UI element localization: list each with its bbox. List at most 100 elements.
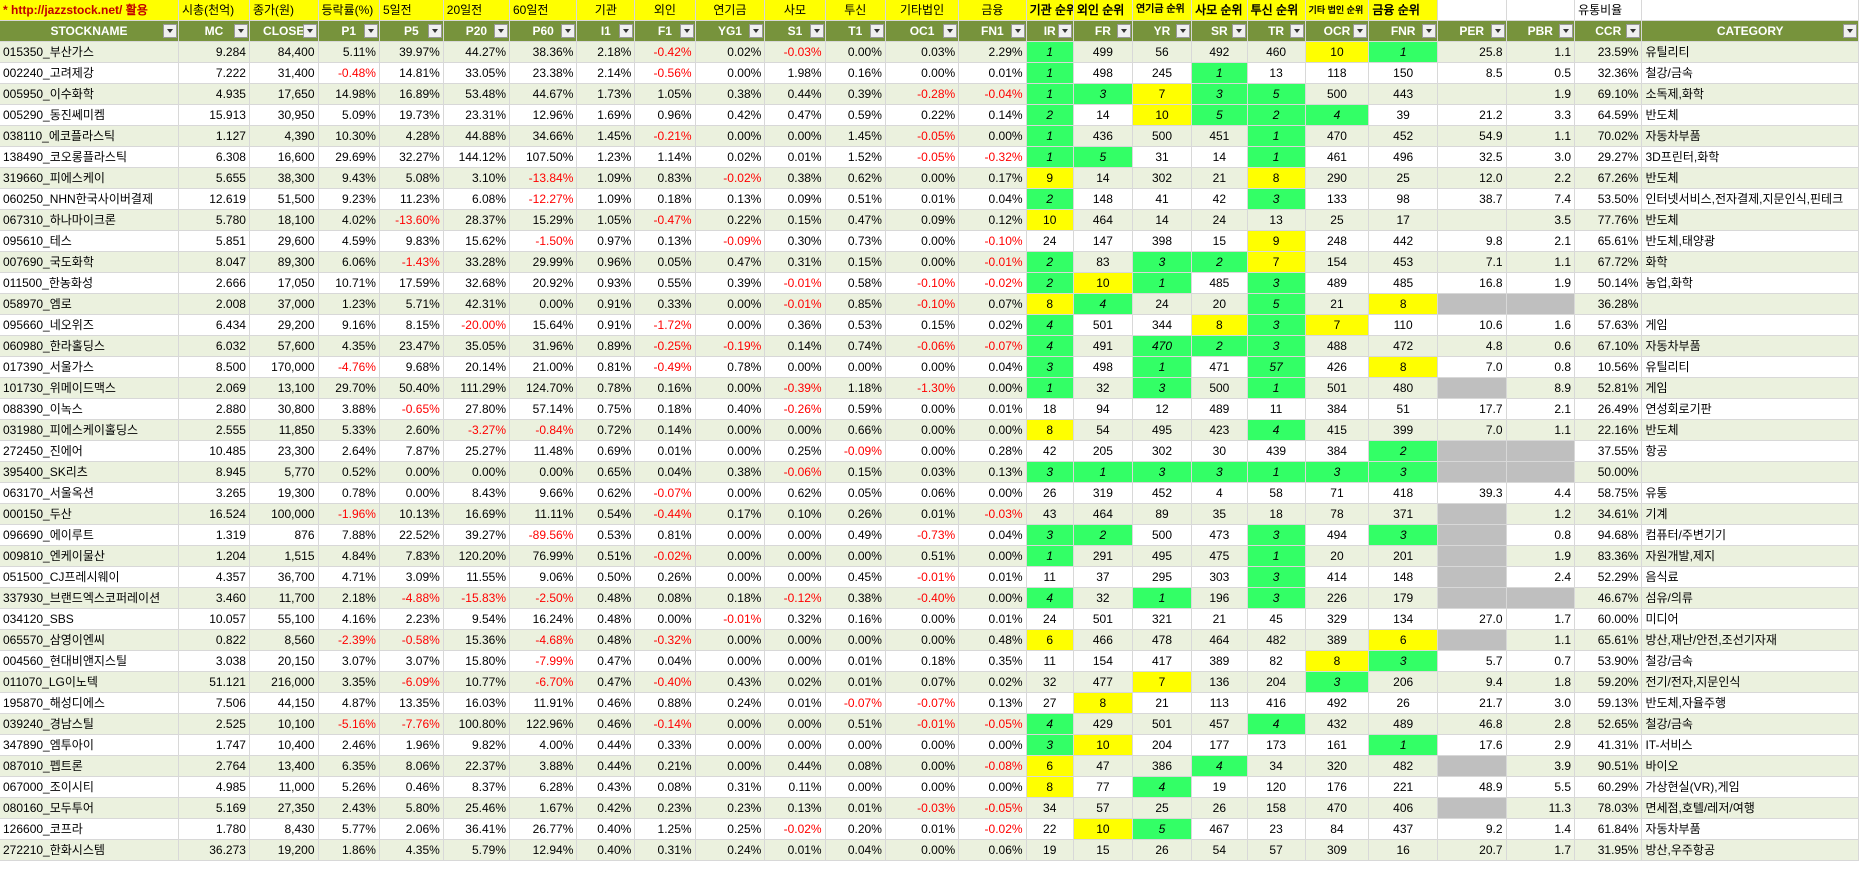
column-header-p1[interactable]: P1 — [318, 20, 380, 43]
table-row[interactable]: 060250_NHN한국사이버결제 12.619 51,500 9.23% 11.23%… — [0, 188, 1859, 211]
filter-dropdown-icon[interactable] — [233, 24, 248, 39]
column-header-ocr[interactable]: OCR — [1305, 20, 1370, 43]
table-row[interactable]: 031980_피에스케이홀딩스 2.555 11,850 5.33% 2.60% -3.2… — [0, 419, 1859, 442]
table-row[interactable]: 088390_이녹스 2.880 30,800 3.88% -0.65% 27.80% 57… — [0, 398, 1859, 421]
table-row[interactable]: 009810_엔케이물산 1.204 1,515 4.84% 7.83% 120.20% 7… — [0, 545, 1859, 568]
column-header-i1[interactable]: I1 — [576, 20, 636, 43]
rank-cell-ir: 8 — [1026, 419, 1074, 442]
table-row[interactable]: 126600_코프라 1.780 8,430 5.77% 2.06% 36.41% 26.7… — [0, 818, 1859, 841]
table-row[interactable]: 063170_서울옥션 3.265 19,300 0.78% 0.00% 8.43% 9.6… — [0, 482, 1859, 505]
column-header-category[interactable]: CATEGORY — [1641, 20, 1859, 43]
table-row[interactable]: 005290_동진쎄미켐 15.913 30,950 5.09% 19.73% 23.31… — [0, 104, 1859, 127]
filter-dropdown-icon[interactable] — [1010, 24, 1025, 39]
table-row[interactable]: 272450_진에어 10.485 23,300 2.64% 7.87% 25.27% 11… — [0, 440, 1859, 463]
filter-dropdown-icon[interactable] — [302, 24, 317, 39]
table-row[interactable]: 011070_LG이노텍 51.121 216,000 3.35% -6.09% 10.7… — [0, 671, 1859, 694]
filter-dropdown-icon[interactable] — [494, 24, 508, 39]
filter-dropdown-icon[interactable] — [1421, 24, 1436, 39]
table-row[interactable]: 011500_한농화성 2.666 17,050 10.71% 17.59% 32.68%… — [0, 272, 1859, 295]
filter-dropdown-icon[interactable] — [1353, 24, 1368, 39]
value-cell-p1: 14.98% — [318, 83, 380, 106]
filter-dropdown-icon[interactable] — [363, 24, 378, 39]
column-header-sr[interactable]: SR — [1191, 20, 1248, 43]
column-header-yr[interactable]: YR — [1132, 20, 1193, 43]
table-row[interactable]: 007690_국도화학 8.047 89,300 6.06% -1.43% 33.28% 2… — [0, 251, 1859, 274]
table-row[interactable]: 058970_엠로 2.008 37,000 1.23% 5.71% 42.31% 0.00… — [0, 293, 1859, 316]
column-header-p5[interactable]: P5 — [379, 20, 444, 43]
table-row[interactable]: 095610_테스 5.851 29,600 4.59% 9.83% 15.62% -1.5… — [0, 230, 1859, 253]
filter-dropdown-icon[interactable] — [1843, 24, 1857, 39]
table-row[interactable]: 067310_하나마이크론 5.780 18,100 4.02% -13.60% 28.3… — [0, 209, 1859, 232]
table-row[interactable]: 096690_에이루트 1.319 876 7.88% 22.52% 39.27% -89.… — [0, 524, 1859, 547]
table-row[interactable]: 051500_CJ프레시웨이 4.357 36,700 4.71% 3.09% 11.55… — [0, 566, 1859, 589]
filter-dropdown-icon[interactable] — [1626, 24, 1641, 39]
column-header-t1[interactable]: T1 — [825, 20, 886, 43]
table-row[interactable]: 017390_서울가스 8.500 170,000 -4.76% 9.68% 20.14%… — [0, 356, 1859, 379]
filter-dropdown-icon[interactable] — [1289, 24, 1304, 39]
column-header-s1[interactable]: S1 — [764, 20, 826, 43]
table-row[interactable]: 004560_현대비앤지스틸 3.038 20,150 3.07% 3.07% 15.80… — [0, 650, 1859, 673]
table-row[interactable]: 015350_부산가스 9.284 84,400 5.11% 39.97% 44.27% 3… — [0, 41, 1859, 64]
filter-dropdown-icon[interactable] — [1559, 24, 1574, 39]
table-row[interactable]: 337930_브랜드엑스코퍼레이션 3.460 11,700 2.18% -4.88% -… — [0, 587, 1859, 610]
table-row[interactable]: 038110_에코플라스틱 1.127 4,390 10.30% 4.28% 44.88%… — [0, 125, 1859, 148]
table-row[interactable]: 087010_펩트론 2.764 13,400 6.35% 8.06% 22.37% 3.8… — [0, 755, 1859, 778]
column-header-ccr[interactable]: CCR — [1574, 20, 1643, 43]
table-row[interactable]: 138490_코오롱플라스틱 6.308 16,600 29.69% 32.27% 144… — [0, 146, 1859, 169]
filter-dropdown-icon[interactable] — [1231, 24, 1246, 39]
column-header-fn1[interactable]: FN1 — [958, 20, 1027, 43]
column-header-fr[interactable]: FR — [1073, 20, 1133, 43]
rank-cell-ir: 32 — [1026, 671, 1074, 694]
table-row[interactable]: 000150_두산 16.524 100,000 -1.96% 10.13% 16.69%… — [0, 503, 1859, 526]
filter-dropdown-icon[interactable] — [1116, 24, 1131, 39]
table-row[interactable]: 067000_조이시티 4.985 11,000 5.26% 0.46% 8.37% 6.2… — [0, 776, 1859, 799]
table-row[interactable]: 347890_엠투아이 1.747 10,400 2.46% 1.96% 9.82% 4.0… — [0, 734, 1859, 757]
source-url[interactable]: * http://jazzstock.net/ 활용 — [0, 0, 180, 22]
column-header-oc1[interactable]: OC1 — [885, 20, 960, 43]
table-row[interactable]: 065570_삼영이엔씨 0.822 8,560 -2.39% -0.58% 15.36%… — [0, 629, 1859, 652]
filter-dropdown-icon[interactable] — [619, 24, 634, 39]
table-row[interactable]: 039240_경남스틸 2.525 10,100 -5.16% -7.76% 100.80… — [0, 713, 1859, 736]
stock-name-cell: 080160_모두투어 — [0, 797, 180, 820]
filter-dropdown-icon[interactable] — [1490, 24, 1505, 39]
table-row[interactable]: 195870_해성디에스 7.506 44,150 4.87% 13.35% 16.03%… — [0, 692, 1859, 715]
filter-dropdown-icon[interactable] — [679, 24, 694, 39]
table-row[interactable]: 095660_네오위즈 6.434 29,200 9.16% 8.15% -20.00% 1… — [0, 314, 1859, 337]
table-row[interactable]: 002240_고려제강 7.222 31,400 -0.48% 14.81% 33.05%… — [0, 62, 1859, 85]
table-row[interactable]: 005950_이수화학 4.935 17,650 14.98% 16.89% 53.48%… — [0, 83, 1859, 106]
table-row[interactable]: 060980_한라홀딩스 6.032 57,600 4.35% 23.47% 35.05%… — [0, 335, 1859, 358]
column-header-fnr[interactable]: FNR — [1368, 20, 1438, 43]
value-cell-yg1: 0.38% — [695, 461, 766, 484]
table-row[interactable]: 319660_피에스케이 5.655 38,300 9.43% 5.08% 3.10% -1… — [0, 167, 1859, 190]
filter-dropdown-icon[interactable] — [809, 24, 824, 39]
column-header-pbr[interactable]: PBR — [1506, 20, 1576, 43]
column-header-per[interactable]: PER — [1437, 20, 1507, 43]
filter-dropdown-icon[interactable] — [561, 24, 576, 39]
value-cell-i1: 0.42% — [576, 797, 636, 820]
table-row[interactable]: 034120_SBS 10.057 55,100 4.16% 2.23% 9.54% 16.… — [0, 608, 1859, 631]
table-row[interactable]: 395400_SK리츠 8.945 5,770 0.52% 0.00% 0.00% 0.00… — [0, 461, 1859, 484]
filter-dropdown-icon[interactable] — [1176, 24, 1191, 39]
column-header-mc[interactable]: MC — [178, 20, 250, 43]
rank-cell-tr: 204 — [1247, 671, 1306, 694]
column-header-stockname[interactable]: STOCKNAME — [0, 20, 180, 43]
column-header-tr[interactable]: TR — [1247, 20, 1306, 43]
table-row[interactable]: 272210_한화시스템 36.273 19,200 1.86% 4.35% 5.79% 1… — [0, 839, 1859, 862]
column-header-p20[interactable]: P20 — [443, 20, 511, 43]
filter-dropdown-icon[interactable] — [943, 24, 958, 39]
category-cell: 가상현실(VR),게임 — [1641, 776, 1859, 799]
column-header-close[interactable]: CLOSE — [249, 20, 319, 43]
value-cell-f1: -0.49% — [634, 356, 696, 379]
filter-dropdown-icon[interactable] — [749, 24, 764, 39]
table-row[interactable]: 080160_모두투어 5.169 27,350 2.43% 5.80% 25.46% 1.… — [0, 797, 1859, 820]
column-header-p60[interactable]: P60 — [509, 20, 578, 43]
filter-dropdown-icon[interactable] — [163, 24, 178, 39]
column-header-f1[interactable]: F1 — [634, 20, 696, 43]
filter-dropdown-icon[interactable] — [869, 24, 884, 39]
column-header-ir[interactable]: IR — [1026, 20, 1074, 43]
table-row[interactable]: 101730_위메이드맥스 2.069 13,100 29.70% 50.40% 111.… — [0, 377, 1859, 400]
column-header-yg1[interactable]: YG1 — [695, 20, 766, 43]
filter-dropdown-icon[interactable] — [1057, 24, 1072, 39]
filter-dropdown-icon[interactable] — [427, 24, 442, 39]
rank-cell-ir: 4 — [1026, 587, 1074, 610]
